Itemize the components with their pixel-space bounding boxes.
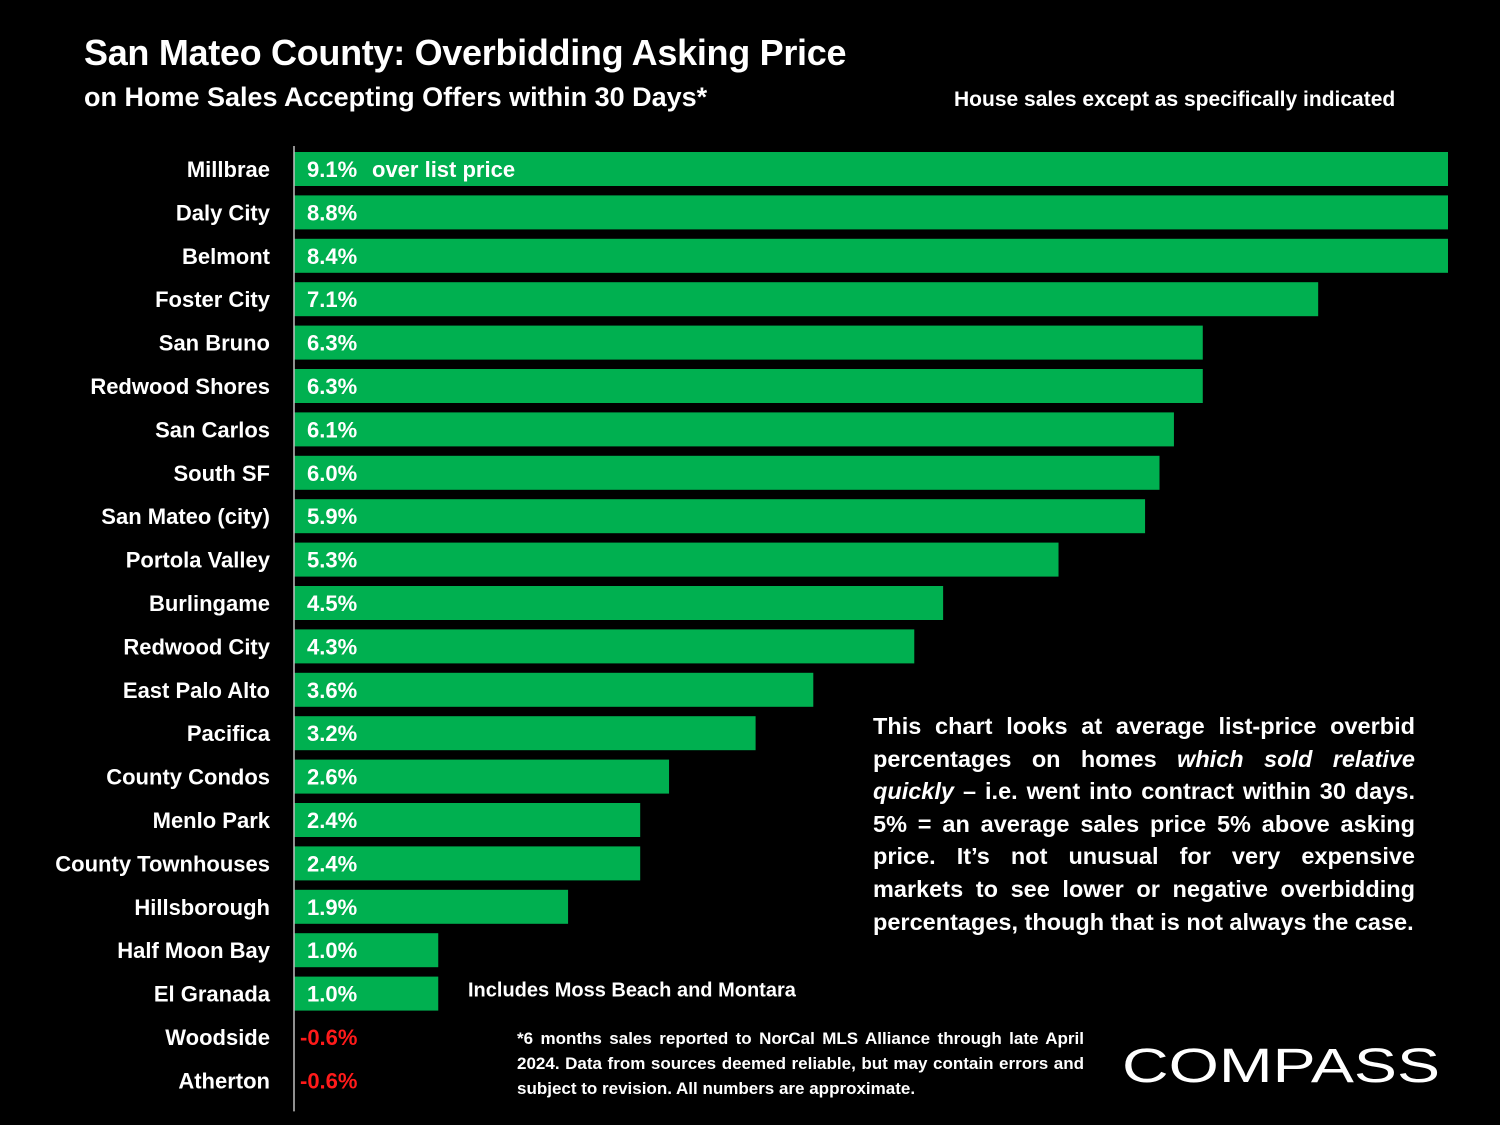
data-label-suffix: over list price	[372, 157, 515, 182]
bar	[294, 282, 1319, 317]
data-label: 3.6%	[307, 678, 357, 703]
bar	[294, 238, 1448, 273]
bar	[294, 803, 641, 837]
category-label: County Townhouses	[55, 851, 270, 876]
bar	[294, 716, 756, 751]
data-label: 7.1%	[307, 287, 357, 312]
category-label: Foster City	[155, 287, 271, 312]
chart-subtitle: on Home Sales Accepting Offers within 30…	[84, 82, 708, 112]
category-label: Redwood City	[123, 634, 270, 659]
category-label: Portola Valley	[126, 548, 271, 573]
data-label: 5.3%	[307, 548, 357, 573]
bar	[294, 455, 1160, 490]
data-label: -0.6%	[300, 1068, 357, 1093]
data-label: 2.6%	[307, 765, 357, 790]
category-label: Burlingame	[149, 591, 270, 616]
bar	[294, 586, 944, 620]
data-label: 2.4%	[307, 808, 357, 833]
category-label: Menlo Park	[153, 808, 271, 833]
data-label: 5.9%	[307, 504, 357, 529]
category-label: San Mateo (city)	[101, 504, 270, 529]
footnote: *6 months sales reported to NorCal MLS A…	[517, 1029, 1084, 1098]
category-label: Daly City	[176, 200, 271, 225]
bar	[294, 672, 814, 707]
category-label: Pacifica	[187, 721, 271, 746]
data-label: 6.3%	[307, 331, 357, 356]
category-label: Woodside	[165, 1025, 270, 1050]
data-label: 9.1%	[307, 157, 357, 182]
bar	[294, 889, 569, 924]
category-label: Half Moon Bay	[117, 938, 271, 963]
category-label: South SF	[173, 461, 270, 486]
data-label: 8.8%	[307, 200, 357, 225]
bar	[294, 152, 1448, 186]
category-label: East Palo Alto	[123, 678, 270, 703]
commentary: This chart looks at average list-price o…	[873, 710, 1415, 938]
category-label: San Carlos	[155, 417, 270, 442]
commentary-part-2: – i.e. went into contract within 30 days…	[873, 778, 1415, 935]
data-label: 8.4%	[307, 244, 357, 269]
data-label: 6.0%	[307, 461, 357, 486]
bar	[294, 369, 1203, 403]
category-label: Atherton	[178, 1068, 270, 1093]
category-label: El Granada	[154, 982, 271, 1007]
category-label: Redwood Shores	[90, 374, 270, 399]
data-label: 6.3%	[307, 374, 357, 399]
category-label: County Condos	[106, 765, 270, 790]
data-label: 4.5%	[307, 591, 357, 616]
data-label: -0.6%	[300, 1025, 357, 1050]
data-label: 3.2%	[307, 721, 357, 746]
bar	[294, 976, 439, 1011]
data-label: 6.1%	[307, 417, 357, 442]
data-label: 1.0%	[307, 982, 357, 1007]
commentary-part-1: This chart looks at average list-price o…	[873, 713, 1415, 772]
bar-annotation: Includes Moss Beach and Montara	[468, 980, 797, 1002]
chart-title: San Mateo County: Overbidding Asking Pri…	[84, 32, 847, 73]
bar	[294, 412, 1174, 447]
bar	[294, 542, 1059, 577]
bar	[294, 499, 1146, 534]
bar	[294, 629, 915, 664]
bar	[294, 759, 670, 794]
bar	[294, 846, 641, 881]
data-label: 2.4%	[307, 851, 357, 876]
category-label: San Bruno	[159, 331, 270, 356]
scope-note: House sales except as specifically indic…	[954, 88, 1396, 111]
brand-text: COMPASS	[1122, 1040, 1440, 1092]
data-label: 4.3%	[307, 634, 357, 659]
commentary-emphasis: which sold relative quickly	[873, 745, 1416, 805]
bar	[294, 933, 439, 968]
bar	[294, 195, 1448, 230]
data-label: 1.0%	[307, 938, 357, 963]
category-label: Belmont	[182, 244, 271, 269]
compass-logo: COMPASS	[1122, 1040, 1440, 1092]
category-label: Millbrae	[187, 157, 270, 182]
bar	[294, 325, 1203, 360]
data-label: 1.9%	[307, 895, 357, 920]
category-label: Hillsborough	[134, 895, 270, 920]
